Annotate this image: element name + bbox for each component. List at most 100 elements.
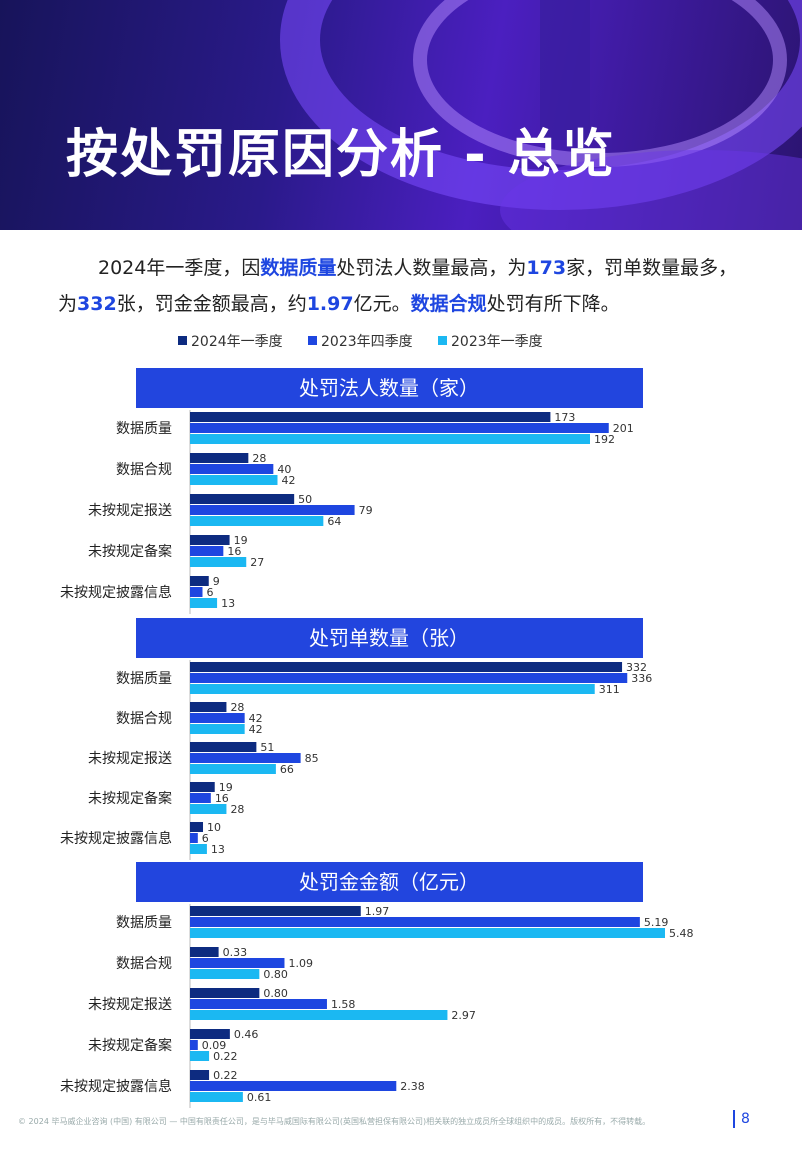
value-label: 2.38 (400, 1080, 425, 1093)
value-label: 5.48 (669, 927, 694, 940)
bar (190, 793, 211, 803)
value-label: 0.22 (213, 1050, 238, 1063)
highlight-text: 1.97 (306, 293, 354, 315)
chart-title: 处罚单数量（张） (309, 626, 469, 650)
value-label: 0.33 (223, 946, 248, 959)
value-label: 2.97 (451, 1009, 476, 1022)
category-label: 未按规定报送 (88, 751, 172, 767)
value-label: 336 (631, 672, 652, 685)
chart-title: 处罚法人数量（家） (299, 376, 479, 400)
bar (190, 713, 245, 723)
bar (190, 546, 224, 556)
bar (190, 724, 245, 734)
value-label: 10 (207, 821, 221, 834)
highlight-text: 332 (77, 293, 117, 315)
bar (190, 764, 276, 774)
legend-label: 2023年一季度 (451, 334, 543, 350)
bar (190, 412, 551, 422)
header-banner: 按处罚原因分析 - 总览 (0, 0, 802, 230)
bar (190, 598, 218, 608)
bar (190, 988, 260, 998)
value-label: 5.19 (644, 916, 669, 929)
value-label: 13 (221, 597, 235, 610)
bar (190, 999, 327, 1009)
category-label: 未按规定备案 (88, 1037, 172, 1054)
bar (190, 535, 230, 545)
value-label: 0.61 (247, 1091, 272, 1104)
value-label: 6 (202, 832, 209, 845)
value-label: 1.97 (365, 905, 390, 918)
bar (190, 505, 355, 515)
value-label: 0.46 (234, 1028, 258, 1041)
bar (190, 753, 301, 763)
value-label: 16 (215, 792, 229, 805)
value-label: 332 (626, 661, 647, 674)
value-label: 0.80 (263, 968, 288, 981)
bar (190, 587, 203, 597)
highlight-text: 数据合规 (410, 293, 487, 315)
bar (190, 917, 640, 927)
bar (190, 1040, 198, 1050)
category-label: 数据质量 (116, 671, 172, 687)
body-text: 家，罚单数量最多，为 (58, 257, 738, 315)
chart-title-bar (136, 862, 643, 902)
value-label: 27 (250, 556, 264, 569)
category-label: 未按规定披露信息 (60, 584, 172, 601)
category-label: 未按规定报送 (88, 503, 172, 519)
bar (190, 804, 227, 814)
value-label: 85 (305, 752, 319, 765)
chart-title: 处罚金金额（亿元） (299, 870, 479, 894)
category-label: 未按规定报送 (88, 997, 172, 1013)
value-label: 40 (277, 463, 291, 476)
category-label: 未按规定披露信息 (60, 830, 172, 847)
bar (190, 464, 274, 474)
value-label: 19 (219, 781, 233, 794)
bar (190, 928, 665, 938)
bar (190, 684, 595, 694)
value-label: 9 (213, 575, 220, 588)
value-label: 0.09 (202, 1039, 227, 1052)
legend-label: 2023年四季度 (321, 334, 413, 350)
bar (190, 1070, 210, 1080)
bar (190, 475, 278, 485)
category-label: 未按规定披露信息 (60, 1078, 172, 1095)
body-text: 亿元。 (353, 293, 411, 315)
chart-title-bar (136, 618, 643, 658)
bar (190, 742, 257, 752)
value-label: 42 (282, 474, 296, 487)
legend-swatch (308, 336, 317, 345)
value-label: 16 (227, 545, 241, 558)
value-label: 192 (594, 433, 615, 446)
value-label: 311 (599, 683, 620, 696)
legend-swatch (438, 336, 447, 345)
bar (190, 1092, 243, 1102)
value-label: 28 (252, 452, 266, 465)
bar (190, 1010, 448, 1020)
intro-paragraph: 2024年一季度，因数据质量处罚法人数量最高，为173家，罚单数量最多，为332… (58, 250, 748, 322)
bar (190, 662, 623, 672)
value-label: 64 (327, 515, 341, 528)
bar (190, 423, 609, 433)
value-label: 201 (613, 422, 634, 435)
bar (190, 1081, 397, 1091)
bar (190, 516, 324, 526)
value-label: 173 (554, 411, 575, 424)
value-label: 42 (249, 723, 263, 736)
value-label: 19 (234, 534, 248, 547)
bar (190, 782, 215, 792)
bar (190, 947, 219, 957)
value-label: 50 (298, 493, 312, 506)
value-label: 79 (359, 504, 373, 517)
bar (190, 822, 204, 832)
category-label: 数据质量 (116, 421, 172, 437)
category-label: 未按规定备案 (88, 790, 172, 807)
bar (190, 453, 249, 463)
value-label: 51 (260, 741, 274, 754)
category-label: 数据质量 (116, 915, 172, 931)
bar (190, 958, 285, 968)
legend-swatch (178, 336, 187, 345)
value-label: 13 (211, 843, 225, 856)
bar (190, 557, 247, 567)
